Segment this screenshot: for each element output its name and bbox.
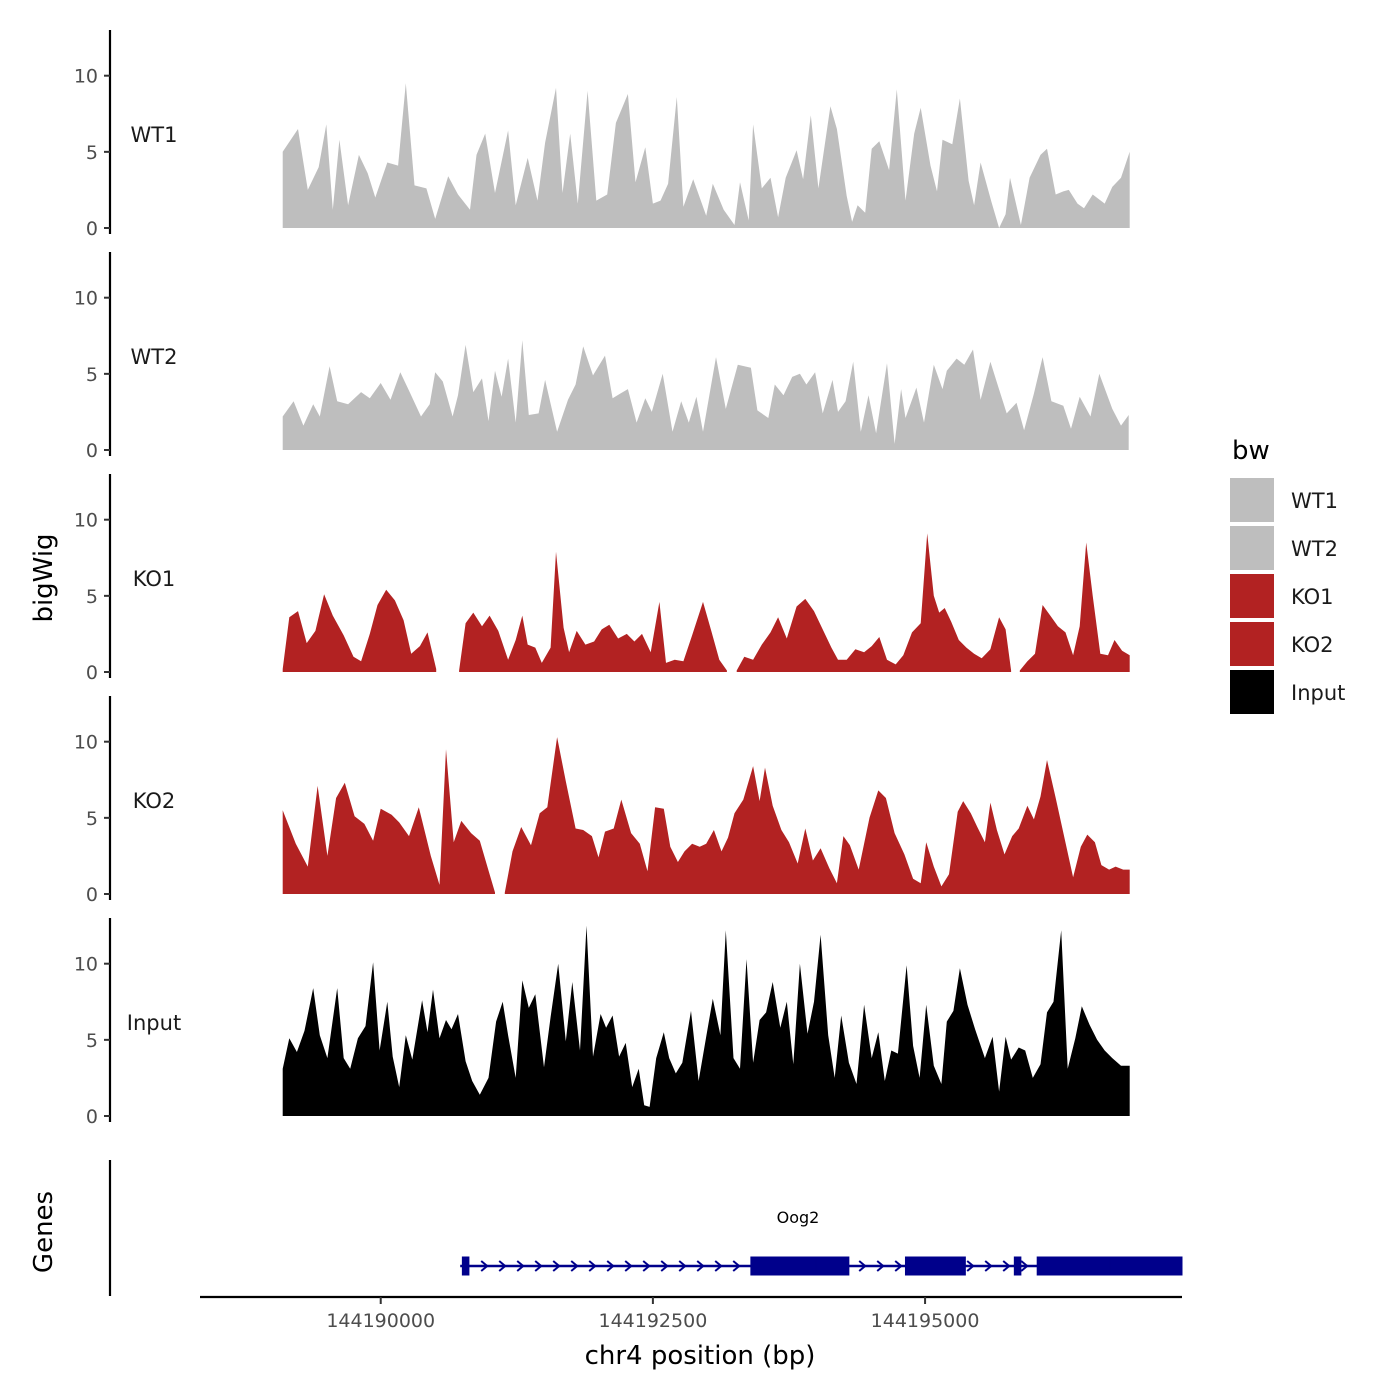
x-axis-title: chr4 position (bp) <box>585 1341 816 1371</box>
genes-axis-title: Genes <box>29 1191 59 1273</box>
strand-arrow-icon <box>624 1260 633 1272</box>
track-wt1: 0 5 10 WT1 <box>74 30 1130 240</box>
legend-label: WT2 <box>1291 537 1338 561</box>
legend-swatch <box>1230 622 1274 666</box>
legend-label: KO1 <box>1291 585 1334 609</box>
y-tick-label: 10 <box>74 510 98 532</box>
strand-arrow-icon <box>588 1260 597 1272</box>
track-label-ko1: KO1 <box>133 567 176 591</box>
track-label-wt1: WT1 <box>131 123 178 147</box>
legend-entries: WT1 WT2 KO1 KO2 Input <box>1230 478 1345 714</box>
legend-item-input: Input <box>1230 670 1345 714</box>
strand-arrow-icon <box>696 1260 705 1272</box>
gene-exon <box>461 1256 470 1276</box>
y-tick-label: 5 <box>86 364 98 386</box>
strand-arrow-icon <box>1020 1260 1029 1272</box>
track-label-input: Input <box>127 1011 181 1035</box>
gene-exon <box>904 1256 937 1276</box>
y-tick-label: 0 <box>86 440 98 462</box>
y-tick-label: 5 <box>86 808 98 830</box>
y-tick-label: 0 <box>86 1106 98 1128</box>
strand-arrow-icon <box>714 1260 723 1272</box>
gene-exon <box>935 1256 966 1276</box>
track-input: 0 5 10 Input <box>74 918 1130 1128</box>
gene-exon <box>1013 1256 1022 1276</box>
genes-layer: Oog2 <box>108 1160 1183 1296</box>
strand-arrow-icon <box>984 1260 993 1272</box>
coverage-area-ko1-2 <box>736 533 1012 672</box>
legend: bw WT1 WT2 KO1 KO2 Input <box>1230 436 1345 714</box>
y-tick-label: 0 <box>86 218 98 240</box>
y-axis-title: bigWig <box>29 533 59 622</box>
coverage-area-wt2-0 <box>282 340 1129 450</box>
coverage-area-ko2-0 <box>282 749 495 894</box>
x-axis: 144190000 144192500 144195000 <box>200 1295 1182 1332</box>
track-ko2: 0 5 10 KO2 <box>74 696 1130 906</box>
track-label-ko2: KO2 <box>133 789 176 813</box>
strand-arrow-icon <box>570 1260 579 1272</box>
y-tick-label: 10 <box>74 66 98 88</box>
y-tick-label: 0 <box>86 662 98 684</box>
coverage-area-input-0 <box>282 925 1130 1116</box>
coverage-area-wt1-0 <box>282 83 1130 228</box>
gene-name-label: Oog2 <box>777 1208 820 1227</box>
legend-item-wt2: WT2 <box>1230 526 1338 570</box>
legend-swatch <box>1230 574 1274 618</box>
legend-item-wt1: WT1 <box>1230 478 1338 522</box>
legend-item-ko1: KO1 <box>1230 574 1334 618</box>
track-label-wt2: WT2 <box>131 345 178 369</box>
coverage-area-ko2-1 <box>504 737 1130 894</box>
gene-exon <box>750 1256 817 1276</box>
coverage-area-ko1-1 <box>459 551 727 672</box>
strand-arrow-icon <box>552 1260 561 1272</box>
y-tick-label: 10 <box>74 732 98 754</box>
legend-label: KO2 <box>1291 633 1334 657</box>
strand-arrow-icon <box>678 1260 687 1272</box>
strand-arrow-icon <box>660 1260 669 1272</box>
strand-arrow-icon <box>966 1260 975 1272</box>
track-wt2: 0 5 10 WT2 <box>74 252 1129 462</box>
strand-arrow-icon <box>858 1260 867 1272</box>
gene-exon <box>815 1256 850 1276</box>
strand-arrow-icon <box>516 1260 525 1272</box>
x-tick-label: 144195000 <box>871 1310 980 1332</box>
legend-swatch <box>1230 670 1274 714</box>
strand-arrow-icon <box>642 1260 651 1272</box>
y-tick-label: 5 <box>86 1030 98 1052</box>
strand-arrow-icon <box>480 1260 489 1272</box>
y-tick-label: 5 <box>86 142 98 164</box>
gene-oog2: Oog2 <box>460 1208 1183 1276</box>
gene-exon <box>1109 1256 1183 1276</box>
legend-title: bw <box>1232 436 1270 466</box>
legend-swatch <box>1230 478 1274 522</box>
legend-item-ko2: KO2 <box>1230 622 1334 666</box>
x-tick-label: 144190000 <box>326 1310 435 1332</box>
strand-arrow-icon <box>606 1260 615 1272</box>
tracks-layer: 0 5 10 WT1 0 5 10 WT2 0 5 10 KO1 0 5 10 KO2 0 5 10 Input <box>74 30 1130 1128</box>
legend-label: Input <box>1291 681 1345 705</box>
legend-label: WT1 <box>1291 489 1338 513</box>
legend-swatch <box>1230 526 1274 570</box>
y-tick-label: 10 <box>74 288 98 310</box>
x-tick-label: 144192500 <box>598 1310 707 1332</box>
gene-exon <box>1036 1256 1111 1276</box>
coverage-area-ko1-3 <box>1019 542 1130 672</box>
y-tick-label: 10 <box>74 954 98 976</box>
coverage-area-ko1-0 <box>282 589 437 672</box>
y-tick-label: 5 <box>86 586 98 608</box>
strand-arrow-icon <box>876 1260 885 1272</box>
track-ko1: 0 5 10 KO1 <box>74 474 1130 684</box>
strand-arrow-icon <box>732 1260 741 1272</box>
strand-arrow-icon <box>534 1260 543 1272</box>
strand-arrow-icon <box>894 1260 903 1272</box>
strand-arrow-icon <box>1002 1260 1011 1272</box>
y-tick-label: 0 <box>86 884 98 906</box>
strand-arrow-icon <box>498 1260 507 1272</box>
